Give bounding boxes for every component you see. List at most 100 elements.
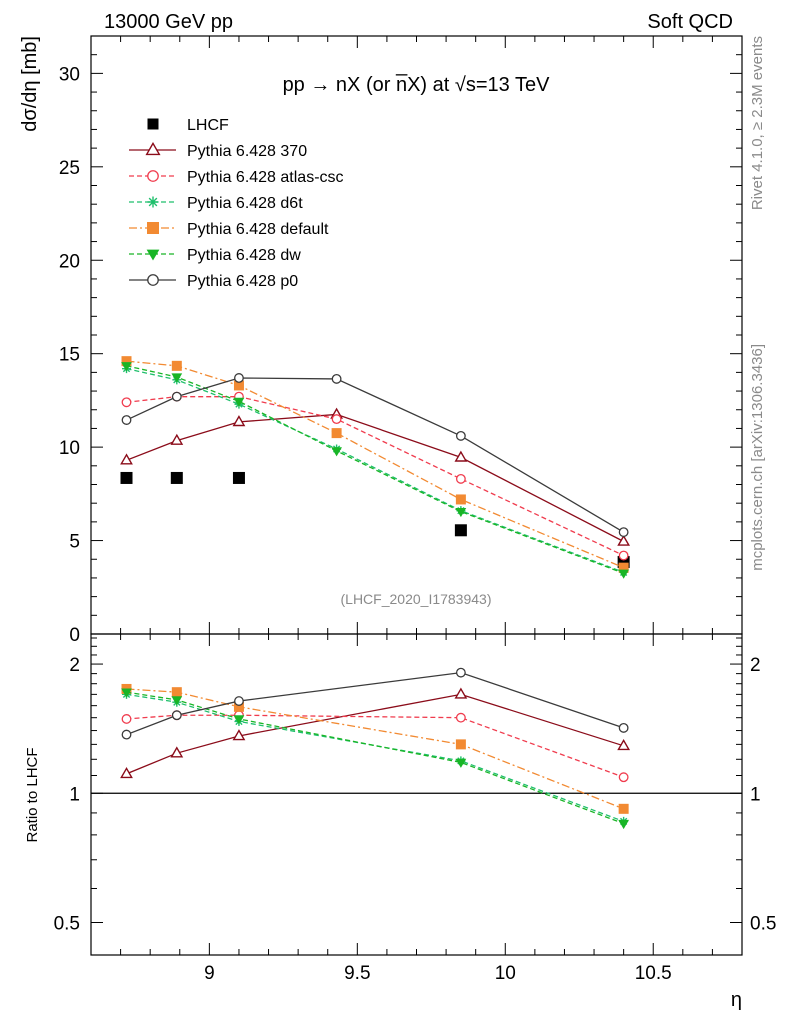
- legend-marker-pythia-6-428-370: [145, 141, 161, 156]
- data-point-pythia-6-428-370: [232, 415, 246, 427]
- ratio-point-pythia-6-428-dw: [455, 758, 467, 768]
- series-line-pythia-6-428-p0: [126, 377, 624, 533]
- data-point-pythia-6-428-p0: [171, 391, 182, 402]
- ratio-point-pythia-6-428-p0: [618, 722, 629, 733]
- ratio-point-pythia-6-428-atlas-csc: [455, 712, 466, 723]
- rivet-version-label: Rivet 4.1.0, ≥ 2.3M events: [749, 36, 766, 210]
- series-line-pythia-6-428-d6t: [126, 368, 624, 573]
- ratio-point-pythia-6-428-dw: [233, 715, 245, 725]
- ratio-point-pythia-6-428-p0: [121, 729, 132, 740]
- legend-marker-pythia-6-428-default: [147, 222, 159, 234]
- ratio-point-pythia-6-428-default: [455, 739, 466, 750]
- y-tick-label: 20: [59, 251, 80, 272]
- ratio-line-pythia-6-428-370: [126, 693, 624, 775]
- ratio-line-pythia-6-428-dw: [126, 691, 624, 825]
- data-point-lhcf: [120, 471, 133, 484]
- x-tick-label: 9: [204, 963, 215, 984]
- data-point-pythia-6-428-atlas-csc: [455, 473, 466, 484]
- y-tick-label: 10: [59, 438, 80, 459]
- data-point-pythia-6-428-p0: [331, 373, 342, 384]
- ratio-tick-label: 0.5: [54, 913, 80, 934]
- data-point-pythia-6-428-p0: [121, 415, 132, 425]
- legend-marker-pythia-6-428-p0: [147, 274, 159, 286]
- legend-marker-pythia-6-428-dw: [146, 249, 160, 261]
- mcplots-label: mcplots.cern.ch [arXiv:1306.3436]: [749, 344, 766, 571]
- ratio-point-pythia-6-428-dw: [171, 696, 183, 706]
- legend-label-pythia-6-428-dw: Pythia 6.428 dw: [187, 247, 301, 264]
- x-tick-label: 9.5: [344, 963, 370, 984]
- data-point-pythia-6-428-atlas-csc: [121, 397, 132, 408]
- data-point-pythia-6-428-default: [331, 428, 342, 439]
- legend-label-pythia-6-428-370: Pythia 6.428 370: [187, 143, 307, 160]
- data-point-pythia-6-428-default: [455, 494, 466, 505]
- ratio-tick-label: 1: [69, 784, 80, 805]
- data-point-pythia-6-428-atlas-csc: [331, 414, 342, 425]
- data-point-pythia-6-428-dw: [455, 507, 467, 518]
- ratio-tick-label: 2: [69, 655, 80, 676]
- data-point-pythia-6-428-default: [171, 360, 182, 371]
- ratio-point-pythia-6-428-dw: [121, 688, 132, 698]
- x-axis-label: η: [731, 989, 742, 1011]
- legend-marker-pythia-6-428-atlas-csc: [147, 170, 159, 182]
- ratio-point-pythia-6-428-370: [617, 739, 631, 751]
- data-point-pythia-6-428-dw: [331, 447, 342, 457]
- data-point-pythia-6-428-dw: [121, 362, 132, 372]
- y-tick-label: 0: [69, 625, 80, 646]
- chart-title: pp → nX (or n̅X) at √s=13 TeV: [283, 73, 551, 96]
- ratio-point-pythia-6-428-p0: [234, 696, 244, 706]
- legend-marker-pythia-6-428-d6t: [147, 196, 159, 208]
- legend-label-pythia-6-428-atlas-csc: Pythia 6.428 atlas-csc: [187, 169, 344, 186]
- ratio-point-pythia-6-428-370: [120, 767, 133, 779]
- data-point-lhcf: [454, 524, 467, 537]
- ratio-axis-label: Ratio to LHCF: [24, 747, 41, 842]
- ratio-point-pythia-6-428-370: [170, 746, 184, 758]
- series-line-pythia-6-428-atlas-csc: [126, 396, 624, 557]
- data-point-pythia-6-428-atlas-csc: [618, 550, 629, 561]
- ratio-point-pythia-6-428-p0: [455, 667, 466, 678]
- ratio-point-pythia-6-428-default: [618, 803, 629, 814]
- data-point-pythia-6-428-dw: [233, 397, 245, 407]
- legend-label-lhcf: LHCF: [187, 117, 229, 134]
- legend-marker-lhcf: [147, 118, 159, 130]
- data-point-pythia-6-428-370: [454, 450, 468, 462]
- ratio-point-pythia-6-428-370: [454, 687, 468, 699]
- ratio-point-pythia-6-428-atlas-csc: [121, 714, 132, 724]
- ratio-point-pythia-6-428-atlas-csc: [618, 772, 629, 783]
- y-axis-label: dσ/dη [mb]: [19, 36, 41, 132]
- data-point-pythia-6-428-370: [617, 534, 631, 546]
- ratio-line-pythia-6-428-p0: [126, 671, 624, 736]
- data-point-pythia-6-428-dw: [171, 373, 183, 383]
- y-tick-label: 30: [59, 64, 80, 85]
- series-line-pythia-6-428-dw: [126, 365, 624, 574]
- y-tick-label: 5: [69, 532, 80, 553]
- series-line-pythia-6-428-370: [126, 413, 624, 543]
- data-point-pythia-6-428-dw: [618, 569, 630, 579]
- data-point-pythia-6-428-p0: [455, 430, 466, 441]
- legend-label-pythia-6-428-p0: Pythia 6.428 p0: [187, 273, 298, 290]
- ratio-point-pythia-6-428-370: [232, 729, 246, 741]
- ratio-point-pythia-6-428-default: [171, 687, 182, 698]
- ratio-plot-frame: [90, 633, 743, 956]
- data-point-lhcf: [170, 471, 183, 484]
- data-point-pythia-6-428-p0: [618, 527, 629, 538]
- data-point-lhcf: [232, 471, 245, 484]
- y-tick-label: 25: [59, 158, 80, 179]
- ratio-tick-label-right: 1: [750, 784, 761, 805]
- y-tick-label: 15: [59, 345, 80, 366]
- series-line-pythia-6-428-default: [126, 360, 624, 569]
- analysis-label: (LHCF_2020_I1783943): [341, 591, 492, 607]
- ratio-line-pythia-6-428-d6t: [126, 693, 624, 823]
- ratio-tick-label-right: 0.5: [750, 913, 776, 934]
- x-tick-label: 10.5: [635, 963, 672, 984]
- legend-label-pythia-6-428-default: Pythia 6.428 default: [187, 221, 329, 238]
- header-right: Soft QCD: [647, 11, 733, 33]
- ratio-point-pythia-6-428-p0: [171, 710, 182, 721]
- x-tick-label: 10: [495, 963, 516, 984]
- data-point-pythia-6-428-370: [120, 453, 133, 465]
- ratio-tick-label-right: 2: [750, 655, 761, 676]
- ratio-point-pythia-6-428-dw: [618, 819, 630, 830]
- header-left: 13000 GeV pp: [104, 11, 233, 33]
- data-point-pythia-6-428-p0: [234, 373, 244, 383]
- data-point-pythia-6-428-370: [170, 433, 184, 445]
